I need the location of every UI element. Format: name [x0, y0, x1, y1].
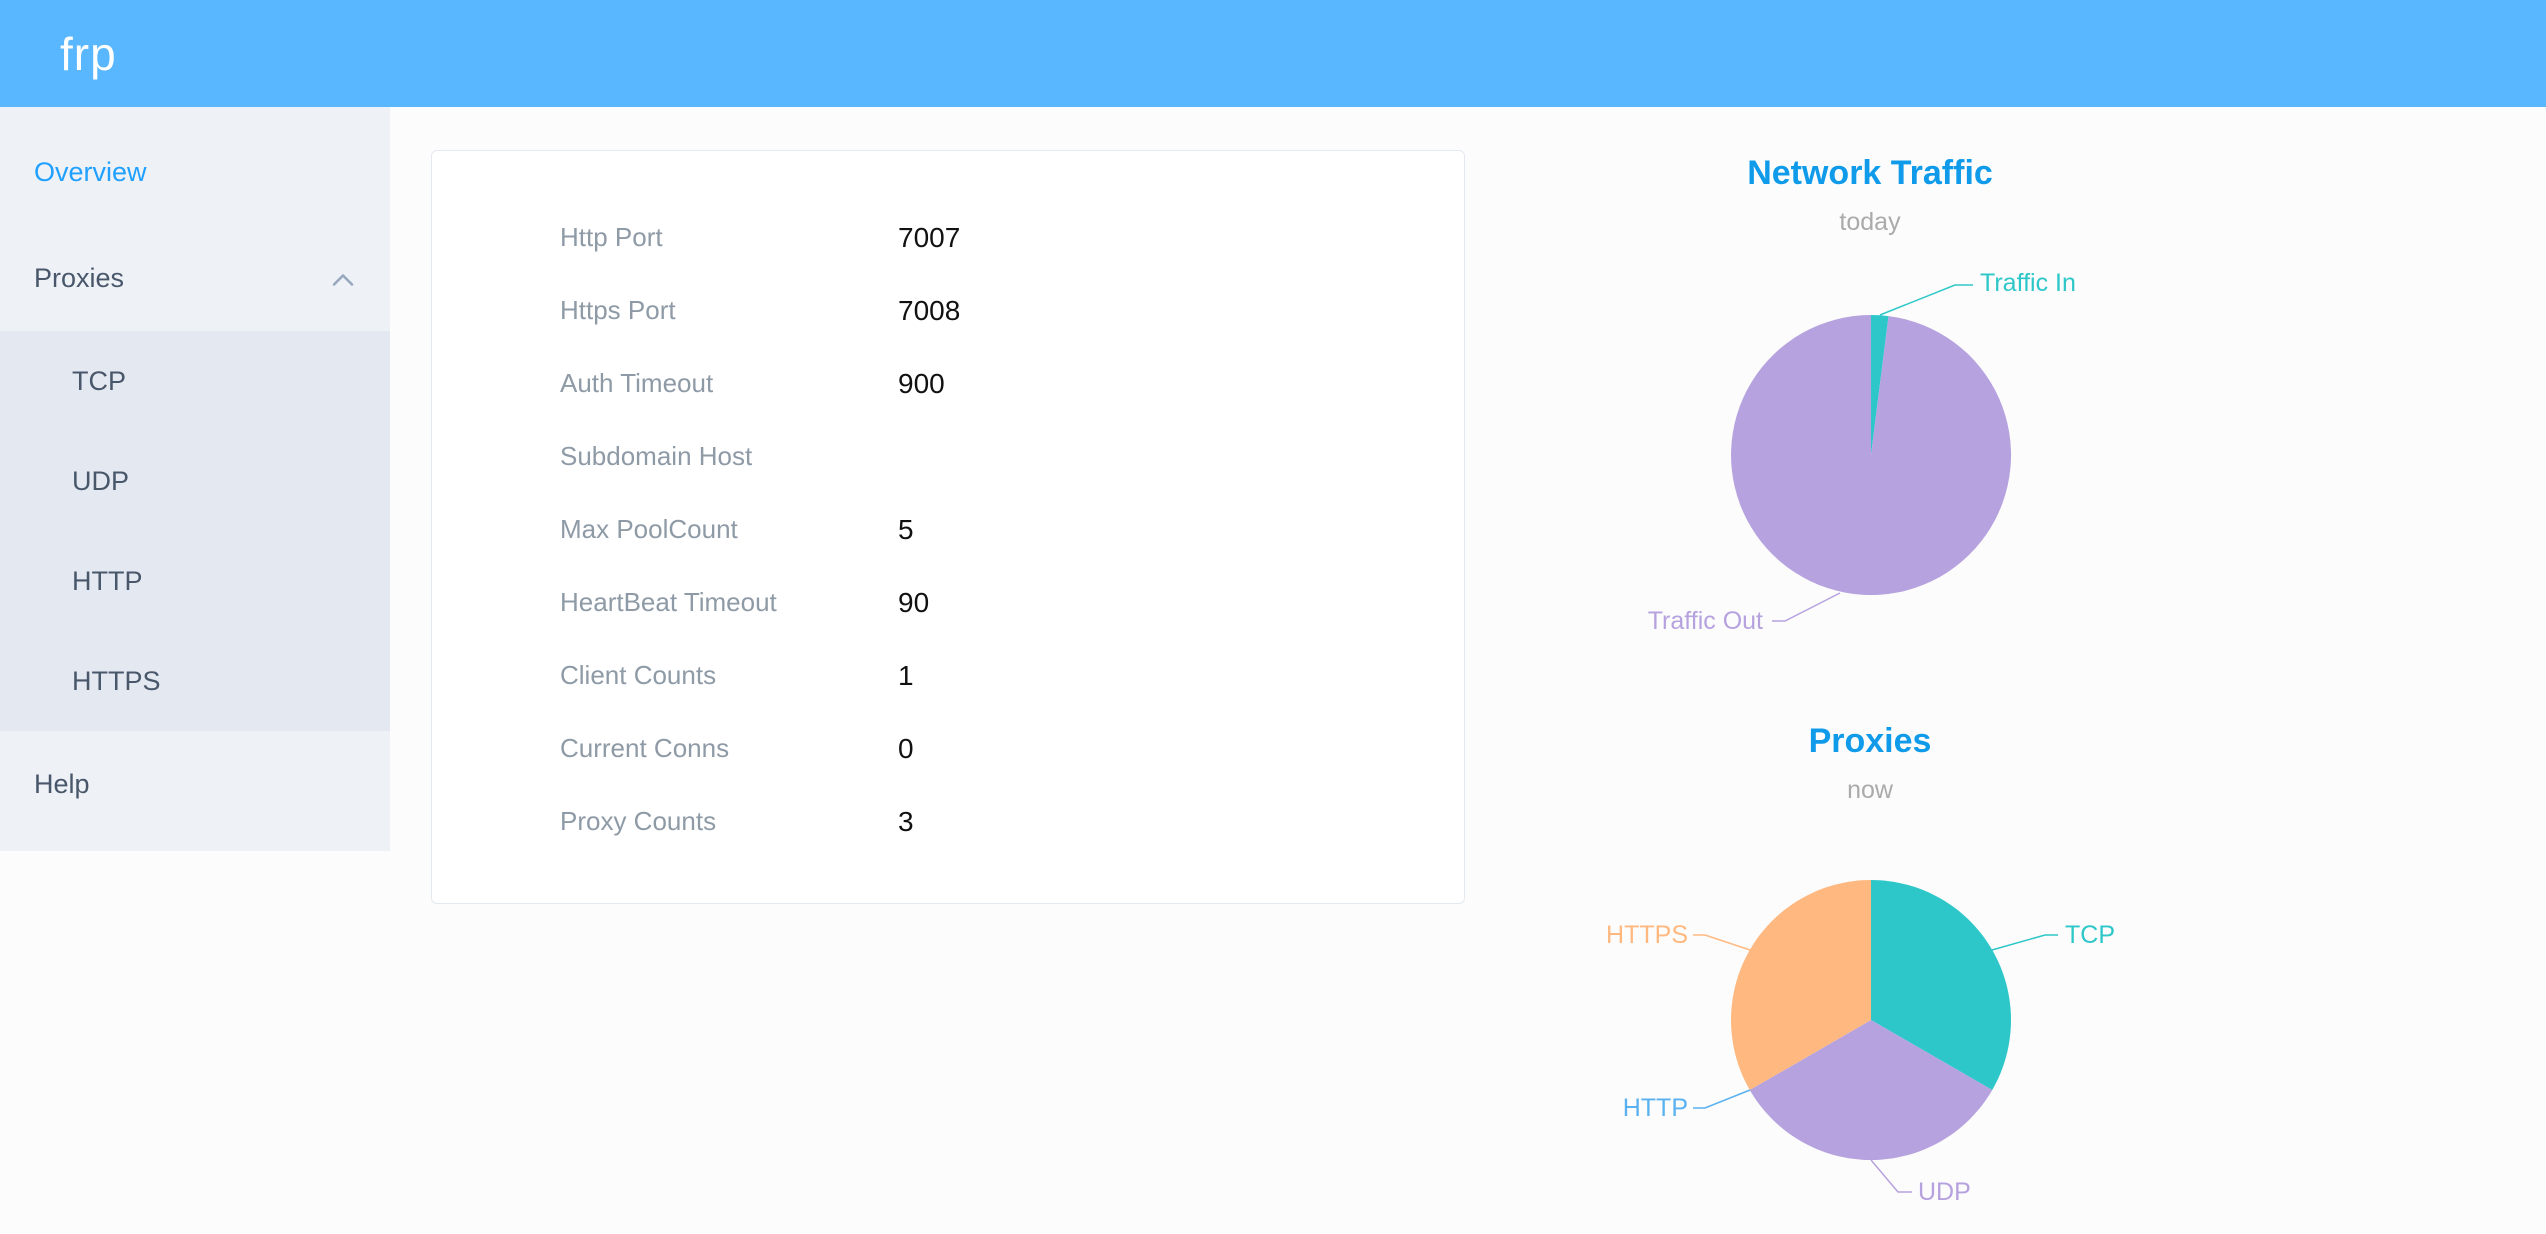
proxies-pie-svg: [1693, 880, 2058, 1193]
info-row: Https Port 7008: [560, 274, 1464, 347]
info-value: 0: [898, 732, 914, 764]
sidebar-item-tcp[interactable]: TCP: [0, 331, 390, 431]
info-row: Http Port 7007: [560, 201, 1464, 274]
sidebar-item-https[interactable]: HTTPS: [0, 631, 390, 731]
info-label: Max PoolCount: [560, 514, 738, 544]
info-value: 5: [898, 513, 914, 545]
pie-slices: [1731, 315, 2012, 595]
info-row: HeartBeat Timeout 90: [560, 566, 1464, 639]
info-row: Proxy Counts 3: [560, 785, 1464, 858]
info-label: Current Conns: [560, 733, 730, 763]
info-value: 900: [898, 367, 945, 399]
app-logo: frp: [60, 27, 117, 80]
pie-label-https: HTTPS: [1606, 921, 1688, 949]
sidebar-item-overview[interactable]: Overview: [0, 119, 390, 225]
sidebar-item-label: Proxies: [34, 262, 125, 293]
info-row: Max PoolCount 5: [560, 493, 1464, 566]
network-traffic-chart: Network Traffic today Traffic In Traffic…: [1450, 150, 2290, 670]
label-line-https: [1693, 934, 1751, 951]
sidebar-submenu-proxies: TCP UDP HTTP HTTPS: [0, 331, 390, 731]
info-value: 3: [898, 805, 914, 837]
pie-slice-https[interactable]: [1731, 880, 1871, 1090]
info-value: 90: [898, 586, 930, 618]
label-line-traffic-in: [1879, 284, 1973, 316]
info-label: Subdomain Host: [560, 441, 753, 471]
pie-slice-traffic-in[interactable]: [1871, 315, 1889, 455]
pie-slices: [1731, 880, 2011, 1160]
proxies-chart: Proxies now TCP UDP HTTP HTTPS: [1450, 700, 2290, 1234]
info-label: Auth Timeout: [560, 368, 714, 398]
info-label: Https Port: [560, 295, 676, 325]
pie-label-udp: UDP: [1918, 1178, 1971, 1206]
sidebar-item-help[interactable]: Help: [0, 731, 390, 837]
sidebar-item-label: HTTPS: [72, 665, 161, 696]
info-row: Subdomain Host: [560, 420, 1464, 493]
pie-slice-traffic-out[interactable]: [1731, 315, 2012, 595]
sidebar-item-http[interactable]: HTTP: [0, 531, 390, 631]
info-row: Auth Timeout 900: [560, 347, 1464, 420]
info-label: Client Counts: [560, 660, 717, 690]
chart-subtitle: now: [1847, 776, 1893, 804]
pie-label-http: HTTP: [1622, 1094, 1688, 1122]
sidebar-item-label: Overview: [34, 156, 147, 187]
sidebar-item-label: Help: [34, 768, 90, 799]
pie-label-tcp: TCP: [2065, 921, 2115, 949]
info-label: Http Port: [560, 222, 663, 252]
sidebar-item-label: UDP: [72, 465, 130, 496]
app-header: frp: [0, 0, 2546, 107]
info-row: Current Conns 0: [560, 712, 1464, 785]
chart-subtitle: today: [1839, 208, 1901, 236]
label-line-tcp: [1991, 934, 2058, 951]
pie-slice-udp[interactable]: [1749, 1020, 1993, 1160]
chevron-up-icon: [332, 263, 354, 294]
pie-label-traffic-in: Traffic In: [1980, 269, 2076, 297]
pie-slice-tcp[interactable]: [1871, 880, 2011, 1090]
label-line-udp: [1870, 1159, 1912, 1193]
chart-title: Network Traffic: [1747, 154, 1993, 192]
info-row: Client Counts 1: [560, 639, 1464, 712]
label-line-http: [1693, 1089, 1751, 1109]
info-value: 7007: [898, 221, 961, 253]
sidebar: Overview Proxies TCP UDP HTTP HTTPS Help: [0, 107, 390, 851]
sidebar-item-proxies[interactable]: Proxies: [0, 225, 390, 331]
info-value: 1: [898, 659, 914, 691]
sidebar-item-label: TCP: [72, 365, 126, 396]
info-label: Proxy Counts: [560, 806, 717, 836]
sidebar-item-label: HTTP: [72, 565, 143, 596]
info-label: HeartBeat Timeout: [560, 587, 777, 617]
server-info-card: Http Port 7007 Https Port 7008 Auth Time…: [431, 150, 1465, 904]
info-value: 7008: [898, 294, 961, 326]
chart-title: Proxies: [1808, 722, 1932, 760]
label-line-traffic-out: [1772, 592, 1841, 622]
pie-label-traffic-out: Traffic Out: [1647, 607, 1763, 635]
sidebar-item-udp[interactable]: UDP: [0, 431, 390, 531]
traffic-pie-svg: [1731, 284, 2012, 622]
